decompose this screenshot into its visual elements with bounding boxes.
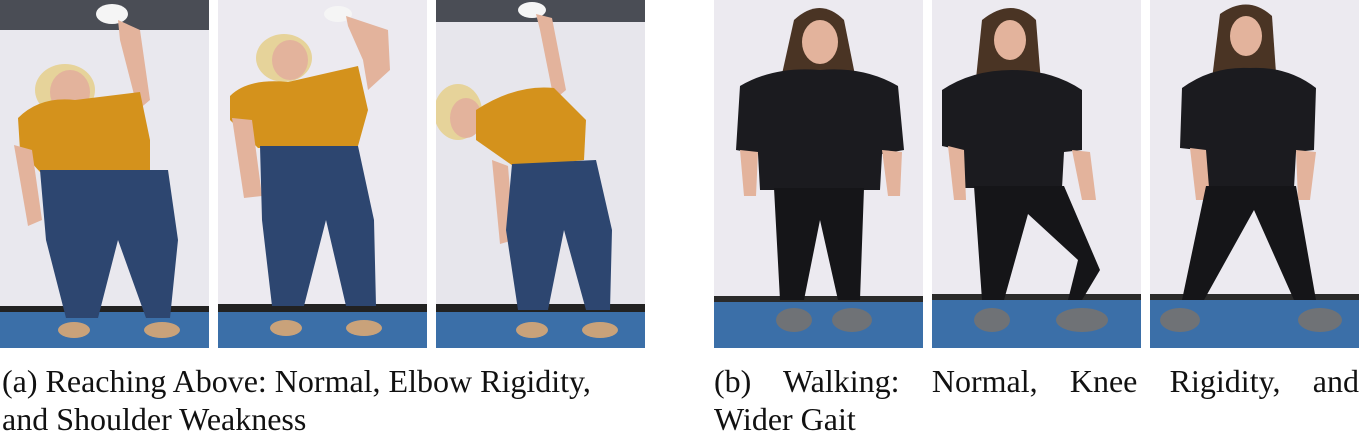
photo-reaching-shoulder-weakness <box>436 0 645 348</box>
caption-a-line1: (a) Reaching Above: Normal, Elbow Rigidi… <box>2 363 591 399</box>
photo-reaching-normal <box>0 0 209 348</box>
caption-panel-b: (b) Walking: Normal, Knee Rigidity, and … <box>714 362 1359 438</box>
person-walking-normal-image <box>714 0 923 348</box>
caption-a-line2: and Shoulder Weakness <box>2 401 307 437</box>
person-reaching-elbow-rigidity-image <box>218 0 427 348</box>
caption-b-line1: (b) Walking: Normal, Knee Rigidity, and <box>714 363 1359 399</box>
caption-panel-a: (a) Reaching Above: Normal, Elbow Rigidi… <box>2 362 648 438</box>
photo-reaching-elbow-rigidity <box>218 0 427 348</box>
person-walking-wider-gait-image <box>1150 0 1359 348</box>
person-reaching-normal-image <box>0 0 209 348</box>
caption-b-line2: Wider Gait <box>714 401 856 437</box>
photo-walking-wider-gait <box>1150 0 1359 348</box>
photo-walking-knee-rigidity <box>932 0 1141 348</box>
photo-walking-normal <box>714 0 923 348</box>
person-reaching-shoulder-weakness-image <box>436 0 645 348</box>
person-walking-knee-rigidity-image <box>932 0 1141 348</box>
